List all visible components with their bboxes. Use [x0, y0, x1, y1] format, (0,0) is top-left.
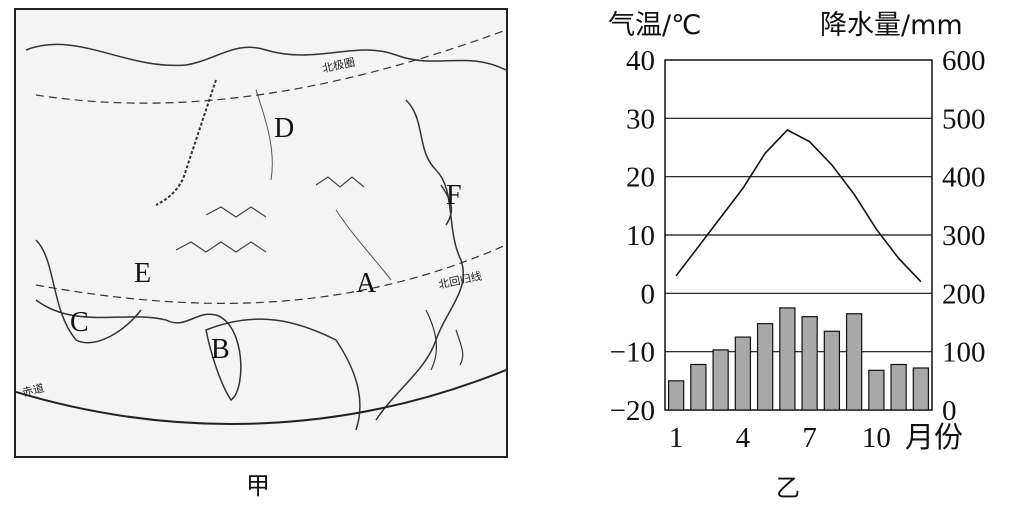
- right-axis-title: 降水量/mm: [820, 10, 963, 41]
- label-c: C: [70, 307, 89, 338]
- ural-mountains: [155, 79, 217, 206]
- coastline-south: [35, 299, 361, 431]
- temperature-line-layer: [675, 129, 922, 283]
- river-2: [335, 209, 392, 281]
- chart-caption: 乙: [776, 474, 800, 502]
- map-panel: 北极圈 北回归线 赤道 A B C D E F: [14, 8, 508, 458]
- left-tick-label: 0: [641, 278, 656, 310]
- precipitation-bar: [734, 336, 752, 411]
- x-tick-label: 4: [736, 422, 751, 454]
- japan-islands: [440, 184, 453, 226]
- left-tick-label: 40: [626, 45, 655, 77]
- left-tick-label: 30: [626, 103, 655, 135]
- precipitation-bar: [890, 363, 907, 411]
- right-tick-label: 600: [942, 45, 986, 77]
- precipitation-bar: [912, 367, 930, 411]
- map-caption: 甲: [246, 472, 270, 500]
- precipitation-bar: [690, 363, 707, 411]
- tropic-of-cancer-line: [35, 244, 506, 304]
- precipitation-bar: [712, 349, 729, 411]
- precipitation-bar: [823, 330, 841, 411]
- temperature-line: [675, 129, 922, 283]
- label-b: B: [211, 334, 230, 365]
- coastline-north: [25, 43, 506, 71]
- right-tick-label: 400: [942, 162, 986, 194]
- label-a: A: [356, 268, 377, 299]
- x-unit-label: 月份: [905, 421, 963, 454]
- x-tick-label: 1: [669, 422, 684, 454]
- precipitation-bar: [868, 369, 885, 411]
- label-e: E: [134, 258, 152, 289]
- mountain-range-3: [315, 176, 365, 188]
- right-tick-label: 0: [942, 395, 957, 427]
- left-tick-label: 20: [626, 162, 655, 194]
- precipitation-bar: [779, 307, 796, 411]
- mountain-range-2: [205, 206, 267, 218]
- x-tick-label: 7: [802, 422, 817, 454]
- mountain-range-1: [175, 241, 267, 253]
- label-d: D: [274, 113, 295, 144]
- x-tick-label: 10: [862, 422, 891, 454]
- right-tick-label: 100: [942, 337, 986, 369]
- left-tick-label: 10: [626, 220, 655, 252]
- southeast-islands: [425, 309, 464, 371]
- arctic-circle-line: [35, 29, 506, 104]
- coastline-arabia: [35, 239, 142, 344]
- precipitation-bars: [667, 307, 930, 411]
- river-1: [255, 89, 273, 181]
- left-tick-label: −10: [610, 337, 655, 369]
- left-axis-title: 气温/℃: [608, 10, 701, 41]
- right-tick-label: 500: [942, 103, 986, 135]
- precipitation-bar: [801, 316, 818, 411]
- precipitation-bar: [667, 380, 685, 411]
- label-f: F: [446, 180, 462, 211]
- left-tick-label: −20: [610, 395, 655, 427]
- precipitation-bar: [756, 323, 774, 411]
- right-tick-label: 200: [942, 278, 986, 310]
- asia-map: [16, 29, 506, 431]
- precipitation-bar: [845, 313, 863, 411]
- equator-line: [16, 369, 506, 425]
- coastline-east: [375, 99, 464, 421]
- grid-layer: [664, 59, 933, 411]
- right-tick-label: 300: [942, 220, 986, 252]
